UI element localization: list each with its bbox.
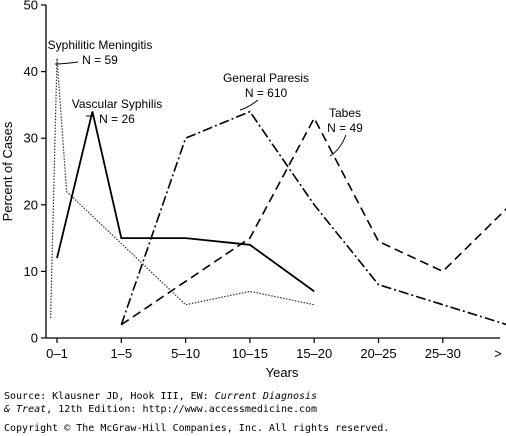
y-tick-label: 10 — [24, 264, 38, 279]
source-caption: Source: Klausner JD, Hook III, EW: Curre… — [4, 390, 317, 404]
series-name-label: Vascular Syphilis — [72, 97, 162, 111]
x-tick-label: 10–15 — [232, 346, 268, 361]
series-line-syphilitic-meningitis — [50, 58, 315, 319]
series-line-vascular-syphilis — [56, 111, 315, 293]
source-book-title: Current Diagnosis — [214, 391, 318, 402]
series-name-label: Tabes — [329, 106, 361, 120]
series-name-label: Syphilitic Meningitis — [48, 38, 153, 52]
label-leader-line — [239, 99, 259, 111]
source-book-title-cont: & Treat — [4, 404, 47, 415]
y-tick-label: 0 — [31, 331, 38, 346]
source-edition-url: , 12th Edition: http://www.accessmedicin… — [46, 404, 318, 415]
x-tick-label: 25–30 — [425, 346, 461, 361]
x-tick-label: > 30 — [494, 346, 506, 361]
series-n-label: N = 26 — [99, 112, 135, 126]
y-tick-label: 20 — [24, 197, 38, 212]
x-tick-label: 15–20 — [296, 346, 332, 361]
series-line-general-paresis — [120, 110, 506, 326]
source-caption-line2: & Treat, 12th Edition: http://www.access… — [4, 403, 317, 417]
y-tick-label: 50 — [24, 0, 38, 13]
x-axis-title: Years — [266, 365, 299, 380]
y-tick-label: 30 — [24, 131, 38, 146]
series-n-label: N = 49 — [327, 121, 363, 135]
y-tick-label: 40 — [24, 64, 38, 79]
series-n-label: N = 59 — [82, 53, 118, 67]
copyright-notice: Copyright © The McGraw-Hill Companies, I… — [4, 423, 390, 434]
source-text: Source: Klausner JD, Hook III, EW: — [4, 391, 215, 402]
label-leader-line — [54, 61, 79, 65]
x-tick-label: 5–10 — [171, 346, 200, 361]
series-layer — [50, 58, 506, 326]
x-tick-label: 1–5 — [110, 346, 132, 361]
series-line-tabes — [120, 116, 506, 326]
x-tick-label: 0–1 — [46, 346, 68, 361]
x-tick-label: 20–25 — [360, 346, 396, 361]
axes: 0 10 20 30 40 50 0–1 1–5 5–10 10–15 15–20 20–25 25–3… — [0, 0, 506, 380]
line-chart: 0 10 20 30 40 50 0–1 1–5 5–10 10–15 15–20 20–25 25–3… — [0, 0, 506, 380]
series-name-label: General Paresis — [223, 71, 309, 85]
y-axis-title: Percent of Cases — [0, 121, 15, 221]
series-n-label: N = 610 — [245, 86, 288, 100]
label-leader-line — [329, 134, 347, 157]
